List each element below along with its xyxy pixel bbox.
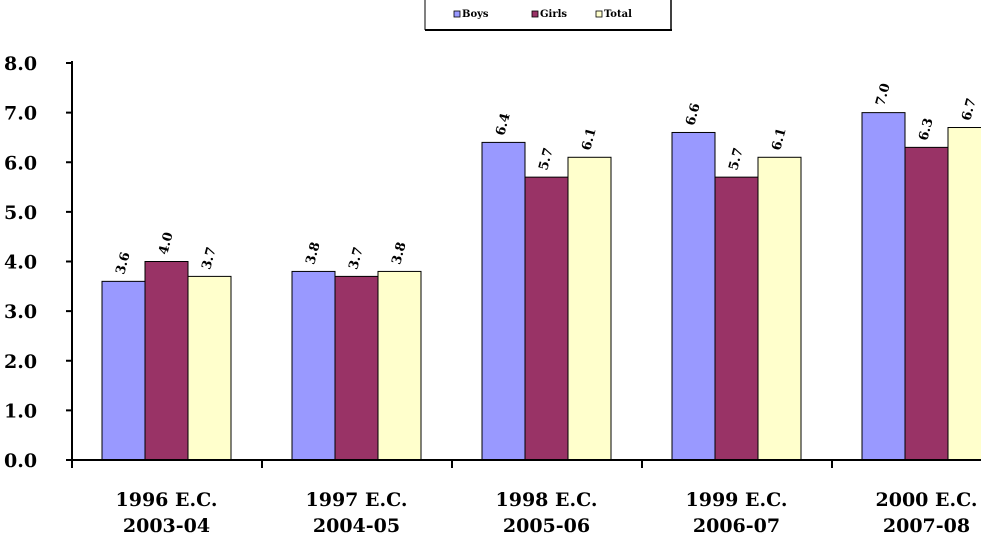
- bar-boys-4: [861, 112, 906, 461]
- bar-girls-4: [904, 146, 949, 461]
- y-tick-label: 2.0: [4, 351, 37, 373]
- y-tick-label: 6.0: [4, 152, 37, 174]
- data-label-total-1: 3.8: [389, 241, 409, 267]
- data-label-total-4: 6.7: [959, 97, 979, 123]
- data-label-girls-0: 4.0: [156, 231, 176, 257]
- x-category-label: 2006-07: [693, 515, 780, 537]
- x-category-label: 1998 E.C.: [496, 489, 598, 511]
- legend-label-boys: Boys: [462, 9, 489, 20]
- bar-total-4: [947, 127, 981, 461]
- bar-boys-2: [481, 141, 526, 461]
- bar-girls-2: [524, 176, 569, 461]
- bar-boys-3: [671, 131, 716, 461]
- y-tick-label: 1.0: [4, 400, 37, 422]
- x-category-label: 2007-08: [883, 515, 970, 537]
- legend-swatch-girls: [531, 10, 539, 18]
- data-label-girls-2: 5.7: [536, 146, 556, 172]
- data-label-boys-0: 3.6: [113, 250, 133, 276]
- data-label-girls-3: 5.7: [726, 146, 746, 172]
- x-category-label: 1996 E.C.: [116, 489, 218, 511]
- data-label-girls-1: 3.7: [346, 246, 366, 272]
- x-category-label: 1997 E.C.: [306, 489, 408, 511]
- data-label-total-0: 3.7: [199, 246, 219, 272]
- bar-boys-0: [101, 280, 146, 461]
- legend-label-total: Total: [604, 9, 632, 20]
- x-category-label: 2000 E.C.: [876, 489, 978, 511]
- data-labels: 3.6 4.0 3.7 3.8 3.7 3.8 6.4 5.7 6.1 6.6 5.7 6.1 7.0 6…: [113, 82, 979, 276]
- x-category-label: 2003-04: [123, 515, 210, 537]
- bar-total-3: [757, 156, 802, 461]
- bar-boys-1: [291, 270, 336, 461]
- bar-total-1: [377, 270, 422, 461]
- y-tick-label: 4.0: [4, 252, 37, 274]
- bar-girls-1: [334, 275, 379, 461]
- data-label-boys-1: 3.8: [303, 241, 323, 267]
- legend: Boys Girls Total: [424, 0, 672, 31]
- x-category-label: 1999 E.C.: [686, 489, 788, 511]
- data-label-total-2: 6.1: [579, 126, 599, 152]
- y-tick-label: 5.0: [4, 202, 37, 224]
- legend-swatch-boys: [453, 10, 461, 18]
- bar-total-0: [187, 275, 232, 461]
- y-tick-label: 8.0: [4, 53, 37, 75]
- legend-swatch-total: [595, 10, 603, 18]
- data-label-boys-4: 7.0: [873, 82, 893, 108]
- data-label-total-3: 6.1: [769, 126, 789, 152]
- axes: 0.0 1.0 2.0 3.0 4.0 5.0 6.0 7.0 8.0 1996 E.C. 2003…: [4, 53, 981, 537]
- bar-total-2: [567, 156, 612, 461]
- x-category-label: 2004-05: [313, 515, 400, 537]
- legend-label-girls: Girls: [540, 9, 567, 20]
- bar-girls-3: [714, 176, 759, 461]
- y-tick-label: 0.0: [4, 450, 37, 472]
- data-label-boys-2: 6.4: [493, 112, 513, 138]
- x-category-label: 2005-06: [503, 515, 590, 537]
- y-tick-label: 3.0: [4, 301, 37, 323]
- y-tick-label: 7.0: [4, 103, 37, 125]
- bar-girls-0: [144, 261, 189, 461]
- data-label-girls-4: 6.3: [916, 116, 936, 142]
- data-label-boys-3: 6.6: [683, 102, 703, 128]
- bars: [101, 112, 981, 461]
